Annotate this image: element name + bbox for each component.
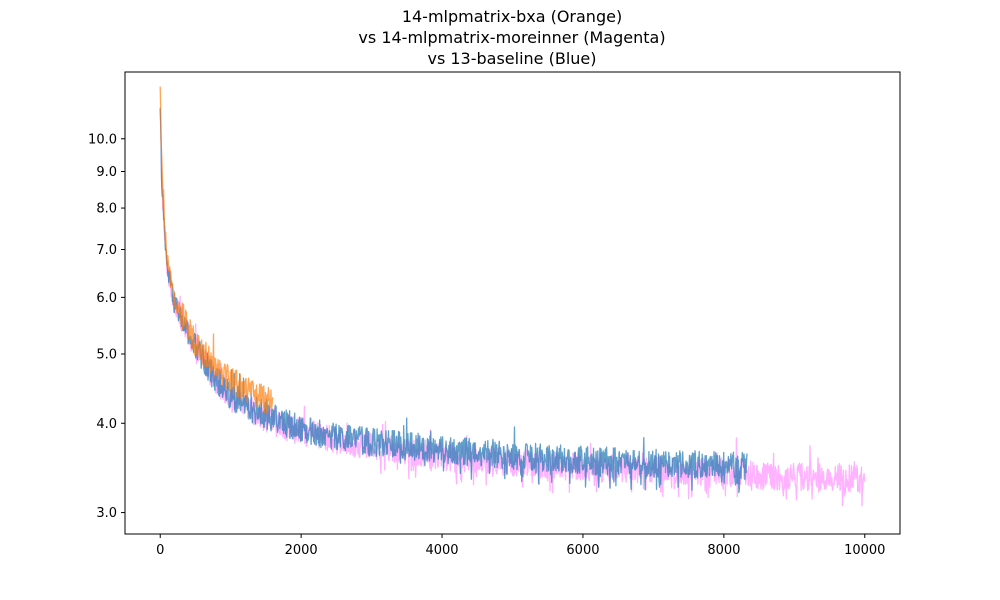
y-tick-label: 7.0 [96, 243, 117, 258]
series-line-1 [159, 110, 866, 507]
x-tick-label: 8000 [707, 543, 740, 558]
y-tick-label: 10.0 [88, 132, 117, 147]
chart-title-line-1: 14-mlpmatrix-bxa (Orange) [402, 7, 622, 26]
x-tick-label: 2000 [285, 543, 318, 558]
chart-title-line-2: vs 14-mlpmatrix-moreinner (Magenta) [358, 28, 665, 47]
series-layer [159, 86, 866, 507]
y-tick-label: 8.0 [96, 202, 117, 217]
y-axis: 3.0 4.0 5.0 6.0 7.0 8.0 9.0 10.0 [88, 132, 125, 521]
x-tick-label: 4000 [425, 543, 458, 558]
y-tick-label: 6.0 [96, 291, 117, 306]
x-tick-label: 6000 [566, 543, 599, 558]
y-tick-label: 9.0 [96, 165, 117, 180]
y-tick-label: 3.0 [96, 506, 117, 521]
series-line-3 [159, 86, 274, 415]
series-line-2 [159, 107, 748, 494]
chart-title-line-3: vs 13-baseline (Blue) [427, 49, 596, 68]
x-tick-label: 0 [156, 543, 164, 558]
plot-frame [124, 71, 901, 535]
y-tick-label: 5.0 [96, 347, 117, 362]
y-tick-label: 4.0 [96, 417, 117, 432]
x-tick-label: 10000 [844, 543, 885, 558]
x-axis: 0 2000 4000 6000 8000 10000 [156, 534, 885, 558]
